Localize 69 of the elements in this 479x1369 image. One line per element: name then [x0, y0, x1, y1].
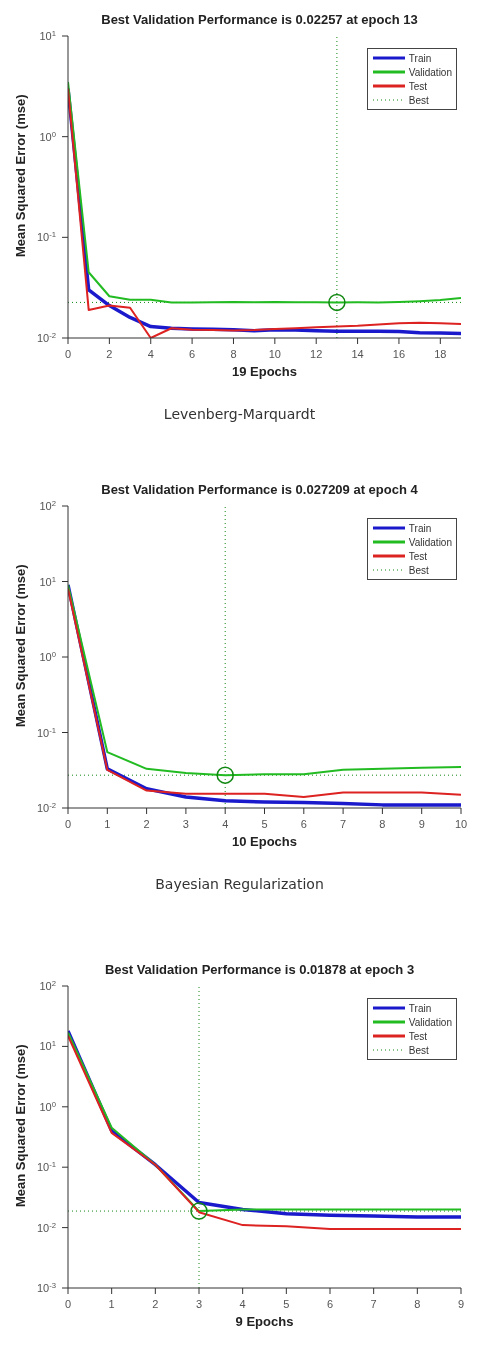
x-tick-label: 16 [392, 348, 406, 360]
x-tick-label: 1 [104, 818, 111, 830]
x-tick-label: 10 [268, 348, 281, 360]
y-tick-label: 10$^{-1}$ [36, 725, 56, 739]
x-axis-title: 9 Epochs [235, 1314, 294, 1329]
x-tick-label: 4 [239, 1298, 246, 1310]
y-tick-label: 10$^{-2}$ [36, 1220, 56, 1234]
y-axis-title: Mean Squared Error (mse) [12, 1044, 28, 1207]
x-tick-label: 6 [326, 1298, 334, 1310]
y-tick-label: 10$^{-2}$ [36, 330, 56, 344]
legend-label: Train [408, 1002, 432, 1014]
x-tick-label: 2 [143, 818, 150, 830]
y-axis-title: Mean Squared Error (mse) [12, 564, 28, 727]
x-tick-label: 9 [418, 818, 425, 830]
y-tick-label: 10$^{0}$ [39, 649, 56, 663]
legend-label: Train [408, 52, 432, 64]
y-tick-label: 10$^{-1}$ [36, 229, 56, 244]
x-tick-label: 14 [351, 348, 364, 360]
chart-title: Best Validation Performance is 0.01878 at epoch 3 [104, 962, 415, 977]
y-tick-label: 10$^{2}$ [39, 978, 56, 992]
x-tick-label: 4 [222, 818, 229, 830]
x-tick-label: 6 [189, 348, 196, 360]
x-tick-label: 0 [64, 1298, 72, 1310]
x-tick-label: 7 [370, 1298, 377, 1310]
x-tick-label: 10 [454, 818, 468, 830]
x-tick-label: 9 [457, 1298, 465, 1310]
chart-title: Best Validation Performance is 0.02257 at epoch 13 [101, 12, 418, 27]
y-axis-title: Mean Squared Error (mse) [12, 94, 28, 257]
x-tick-label: 4 [147, 348, 154, 360]
text: Levenberg-Marquardt [162, 406, 317, 422]
legend-label: Best [408, 94, 429, 106]
x-tick-label: 8 [414, 1298, 421, 1310]
x-tick-label: 3 [195, 1298, 203, 1310]
legend-label: Train [408, 522, 432, 534]
legend-label: Validation [408, 536, 452, 548]
chart-title: Best Validation Performance is 0.027209 at epoch 4 [101, 482, 419, 497]
legend-label: Validation [408, 1016, 452, 1028]
x-tick-label: 1 [108, 1298, 115, 1310]
x-tick-label: 8 [379, 818, 386, 830]
y-tick-label: 10$^{-1}$ [36, 1159, 56, 1174]
x-tick-label: 0 [64, 818, 72, 830]
text: Bayesian Regularization [154, 876, 325, 892]
y-tick-label: 10$^{1}$ [39, 574, 56, 588]
x-axis-title: 19 Epochs [231, 364, 298, 379]
x-tick-label: 7 [340, 818, 347, 830]
y-tick-label: 10$^{0}$ [39, 129, 56, 143]
y-tick-label: 10$^{1}$ [39, 28, 56, 42]
legend-label: Best [408, 1044, 429, 1056]
x-tick-label: 2 [106, 348, 113, 360]
x-axis-title: 10 Epochs [231, 834, 298, 849]
x-tick-label: 18 [434, 348, 447, 360]
legend-label: Test [408, 550, 428, 562]
y-tick-label: 10$^{-3}$ [36, 1280, 56, 1294]
x-tick-label: 8 [230, 348, 237, 360]
legend-label: Test [408, 1030, 428, 1042]
y-tick-label: 10$^{0}$ [39, 1099, 56, 1113]
x-tick-label: 3 [182, 818, 189, 830]
legend-label: Validation [408, 66, 452, 78]
x-tick-label: 0 [64, 348, 72, 360]
y-tick-label: 10$^{2}$ [39, 498, 56, 512]
legend-label: Best [408, 564, 429, 576]
y-tick-label: 10$^{1}$ [39, 1038, 56, 1053]
x-tick-label: 5 [261, 818, 268, 830]
x-tick-label: 5 [283, 1298, 290, 1310]
legend-label: Test [408, 80, 428, 92]
x-tick-label: 12 [310, 348, 323, 360]
x-tick-label: 2 [152, 1298, 159, 1310]
x-tick-label: 6 [300, 818, 307, 830]
y-tick-label: 10$^{-2}$ [36, 800, 56, 814]
